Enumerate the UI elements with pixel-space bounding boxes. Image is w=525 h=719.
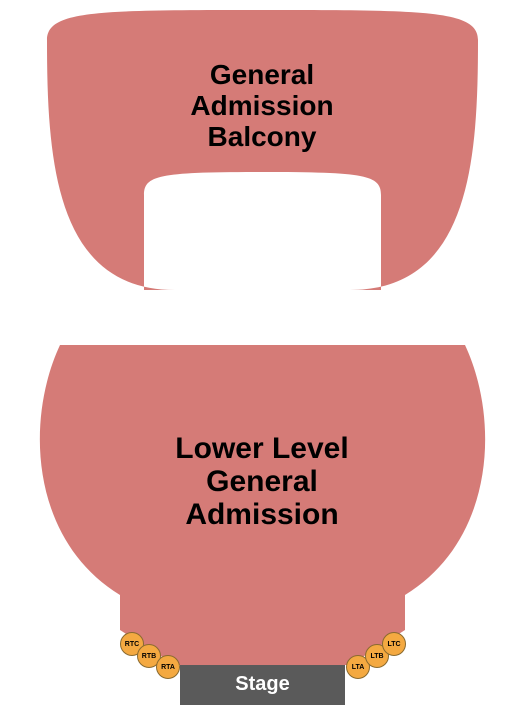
seating-chart: General Admission Balcony Lower Level Ge…	[0, 0, 525, 719]
stage-label: Stage	[180, 673, 345, 696]
floor-section[interactable]	[0, 0, 525, 719]
seat-rta[interactable]: RTA	[156, 655, 180, 679]
seat-ltc[interactable]: LTC	[382, 632, 406, 656]
floor-label: Lower Level General Admission	[112, 432, 412, 531]
